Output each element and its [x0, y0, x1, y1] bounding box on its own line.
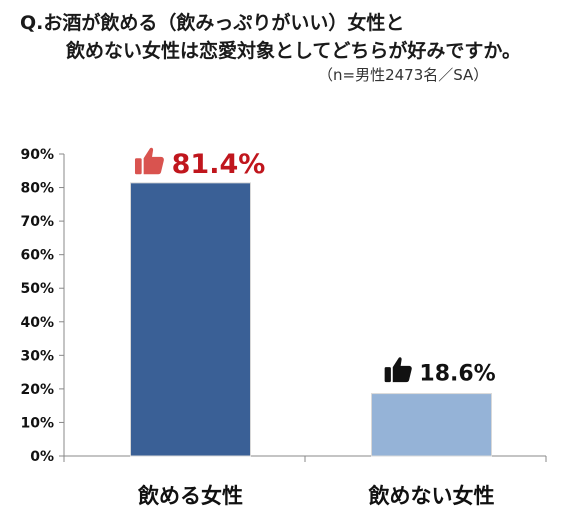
y-tick-label: 80%: [20, 181, 54, 197]
question-line-2: 飲めない女性は恋愛対象としてどちらが好みですか。: [66, 40, 522, 62]
value-label: 18.6%: [419, 362, 495, 387]
y-tick-label: 50%: [20, 281, 54, 297]
thumbs-up-icon: [134, 147, 164, 175]
bar: [130, 182, 251, 457]
thumbs-up-icon: [384, 357, 412, 383]
y-tick-label: 40%: [20, 315, 54, 331]
bar: [371, 393, 492, 457]
question-line-1: Q.お酒が飲める（飲みっぷりがいい）女性と: [20, 12, 405, 34]
category-label: 飲める女性: [137, 484, 243, 508]
y-tick-label: 30%: [20, 348, 54, 364]
y-tick-label: 90%: [20, 147, 54, 163]
y-tick-label: 70%: [20, 214, 54, 230]
y-tick-label: 0%: [30, 449, 54, 465]
sample-note: （n=男性2473名／SA）: [318, 66, 489, 84]
value-label: 81.4%: [172, 149, 266, 180]
y-tick-label: 60%: [20, 248, 54, 264]
y-tick-label: 20%: [20, 382, 54, 398]
y-tick-label: 10%: [20, 415, 54, 431]
category-label: 飲めない女性: [368, 484, 495, 508]
